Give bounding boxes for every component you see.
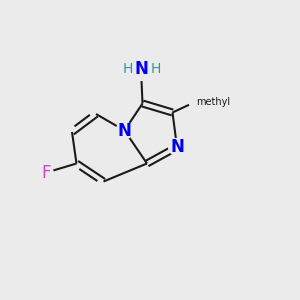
Circle shape: [40, 166, 53, 179]
Circle shape: [169, 139, 185, 155]
Text: N: N: [135, 60, 149, 78]
Text: methyl: methyl: [196, 97, 231, 107]
Circle shape: [189, 96, 201, 108]
Circle shape: [130, 58, 152, 80]
Circle shape: [116, 122, 133, 139]
Text: N: N: [170, 138, 184, 156]
Text: H: H: [151, 62, 161, 76]
Text: N: N: [118, 122, 131, 140]
Text: H: H: [122, 62, 133, 76]
Text: F: F: [42, 164, 51, 181]
